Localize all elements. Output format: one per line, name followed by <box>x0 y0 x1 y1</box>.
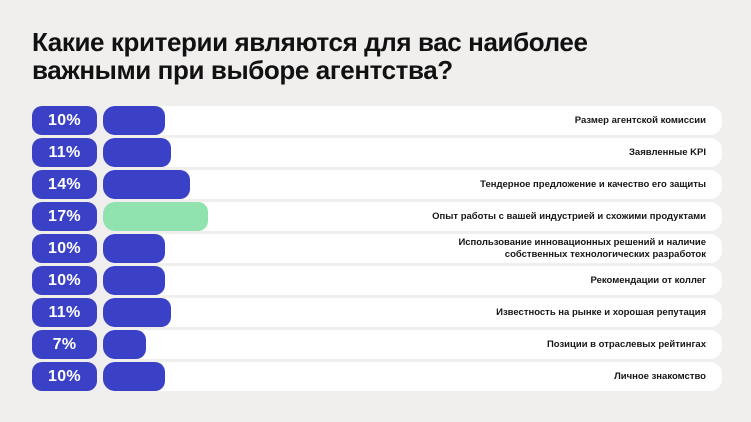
value-bar <box>103 138 172 167</box>
category-label: Известность на рынке и хорошая репутация <box>496 306 706 318</box>
percent-value: 10% <box>48 367 81 385</box>
percent-value: 14% <box>48 175 81 193</box>
percent-badge: 10% <box>32 266 97 295</box>
category-label: Тендерное предложение и качество его защ… <box>480 178 706 190</box>
bar-track: Заявленные KPI <box>103 138 722 167</box>
chart-row: 14% Тендерное предложение и качество его… <box>32 170 722 199</box>
bar-track: Опыт работы с вашей индустрией и схожими… <box>103 202 722 231</box>
chart-row: 10% Использование инновационных решений … <box>32 234 722 263</box>
category-label: Позиции в отраслевых рейтингах <box>546 338 706 350</box>
bar-track: Известность на рынке и хорошая репутация <box>103 298 722 327</box>
value-bar <box>103 170 190 199</box>
chart-title: Какие критерии являются для вас наиболее… <box>32 27 588 85</box>
percent-badge: 14% <box>32 170 97 199</box>
percent-badge: 11% <box>32 138 97 167</box>
percent-badge: 10% <box>32 106 97 135</box>
category-label: Заявленные KPI <box>628 146 706 158</box>
bar-track: Размер агентской комиссии <box>103 106 722 135</box>
chart-row: 10% Рекомендации от коллег <box>32 266 722 295</box>
value-bar <box>103 362 165 391</box>
bar-chart: 10% Размер агентской комиссии 11% Заявле… <box>32 106 722 391</box>
bar-track: Личное знакомство <box>103 362 722 391</box>
chart-row: 10% Размер агентской комиссии <box>32 106 722 135</box>
percent-value: 10% <box>48 111 81 129</box>
chart-row: 7% Позиции в отраслевых рейтингах <box>32 330 722 359</box>
category-label: Рекомендации от коллег <box>590 274 706 286</box>
category-label: Использование инновационных решений и на… <box>458 237 706 260</box>
value-bar <box>103 330 147 359</box>
bar-track: Использование инновационных решений и на… <box>103 234 722 263</box>
value-bar <box>103 202 209 231</box>
percent-value: 10% <box>48 271 81 289</box>
category-label: Опыт работы с вашей индустрией и схожими… <box>432 210 706 222</box>
percent-value: 11% <box>48 303 81 321</box>
bar-track: Рекомендации от коллег <box>103 266 722 295</box>
value-bar <box>103 298 172 327</box>
value-bar <box>103 106 165 135</box>
percent-value: 10% <box>48 239 81 257</box>
category-label: Личное знакомство <box>614 370 706 382</box>
bar-track: Позиции в отраслевых рейтингах <box>103 330 722 359</box>
category-label: Размер агентской комиссии <box>574 114 706 126</box>
chart-row: 10% Личное знакомство <box>32 362 722 391</box>
percent-value: 11% <box>48 143 81 161</box>
percent-badge: 10% <box>32 362 97 391</box>
chart-row: 17% Опыт работы с вашей индустрией и схо… <box>32 202 722 231</box>
value-bar <box>103 234 165 263</box>
chart-row: 11% Заявленные KPI <box>32 138 722 167</box>
percent-value: 17% <box>48 207 81 225</box>
percent-badge: 17% <box>32 202 97 231</box>
value-bar <box>103 266 165 295</box>
bar-track: Тендерное предложение и качество его защ… <box>103 170 722 199</box>
percent-badge: 10% <box>32 234 97 263</box>
chart-row: 11% Известность на рынке и хорошая репут… <box>32 298 722 327</box>
percent-value: 7% <box>52 335 77 353</box>
percent-badge: 7% <box>32 330 97 359</box>
percent-badge: 11% <box>32 298 97 327</box>
